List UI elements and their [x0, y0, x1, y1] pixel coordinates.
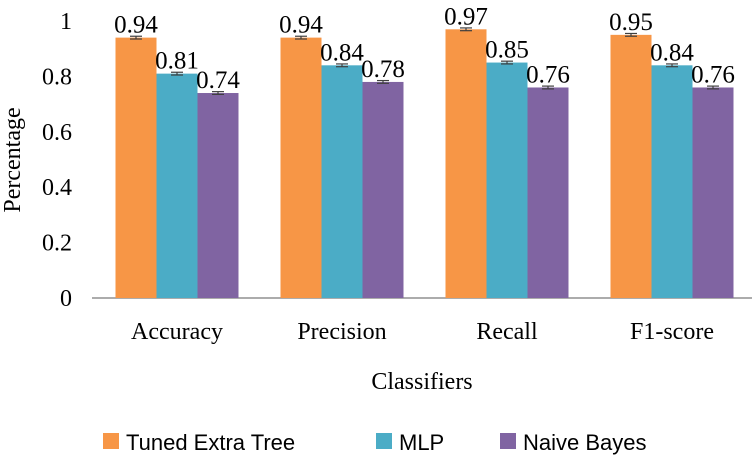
error-bar: [542, 85, 554, 90]
bar-mlp-precision: [321, 65, 363, 298]
y-axis-title: Percentage: [0, 107, 26, 212]
x-category-label: Accuracy: [131, 319, 223, 345]
y-tick-label: 0.6: [42, 120, 72, 146]
bar-tuned-extra-tree-f1-score: [610, 34, 652, 298]
bar-tuned-extra-tree-recall: [445, 29, 487, 299]
data-label: 0.76: [526, 61, 570, 88]
y-tick-label: 0: [60, 286, 72, 312]
bar-naive-bayes-accuracy: [197, 93, 239, 299]
legend-item: Tuned Extra Tree: [103, 430, 295, 455]
bar-mlp-f1-score: [651, 65, 693, 298]
y-axis-ticks: 0 0.2 0.4 0.6 0.8 1: [42, 9, 72, 312]
data-label: 0.94: [114, 12, 158, 39]
error-bar: [501, 60, 513, 65]
data-label: 0.74: [196, 67, 240, 94]
legend-swatch: [376, 433, 392, 449]
bar-naive-bayes-f1-score: [692, 87, 734, 298]
legend-swatch: [500, 433, 516, 449]
legend-label: Tuned Extra Tree: [126, 430, 295, 455]
error-bar: [171, 71, 183, 76]
legend-label: MLP: [399, 430, 444, 455]
bar-naive-bayes-recall: [527, 87, 569, 298]
bar-tuned-extra-tree-precision: [280, 37, 322, 299]
x-axis-title: Classifiers: [371, 369, 472, 395]
error-bars: [130, 27, 719, 96]
error-bar: [707, 85, 719, 90]
y-tick-label: 0.8: [42, 64, 72, 90]
data-label: 0.95: [609, 9, 653, 36]
error-bar: [666, 63, 678, 68]
bar-mlp-recall: [486, 62, 528, 298]
x-axis-categories: Accuracy Precision Recall F1-score: [131, 319, 714, 345]
data-label: 0.84: [650, 39, 694, 66]
x-category-label: Precision: [297, 319, 386, 345]
legend-item: MLP: [376, 430, 444, 455]
data-label: 0.94: [279, 12, 323, 39]
y-tick-label: 0.4: [42, 175, 72, 201]
error-bar: [295, 35, 307, 40]
x-category-label: F1-score: [630, 319, 714, 345]
data-label: 0.78: [361, 56, 405, 83]
bar-mlp-accuracy: [156, 73, 198, 298]
error-bar: [377, 79, 389, 84]
y-tick-label: 1: [60, 9, 72, 35]
data-label: 0.84: [320, 39, 364, 66]
legend: Tuned Extra Tree MLP Naive Bayes: [103, 430, 647, 455]
legend-item: Naive Bayes: [500, 430, 647, 455]
error-bar: [336, 63, 348, 68]
bar-tuned-extra-tree-accuracy: [115, 37, 157, 299]
bars: [115, 29, 734, 299]
error-bar: [460, 27, 472, 32]
error-bar: [130, 35, 142, 40]
legend-swatch: [103, 433, 119, 449]
data-label: 0.97: [444, 3, 488, 30]
y-tick-label: 0.2: [42, 231, 72, 257]
error-bar: [212, 91, 224, 96]
bar-naive-bayes-precision: [362, 81, 404, 298]
x-category-label: Recall: [476, 319, 538, 345]
data-label: 0.81: [155, 48, 199, 75]
data-label: 0.76: [691, 61, 735, 88]
data-labels: 0.940.810.740.940.840.780.970.850.760.95…: [114, 3, 735, 94]
legend-label: Naive Bayes: [523, 430, 647, 455]
data-label: 0.85: [485, 37, 529, 64]
error-bar: [625, 32, 637, 37]
